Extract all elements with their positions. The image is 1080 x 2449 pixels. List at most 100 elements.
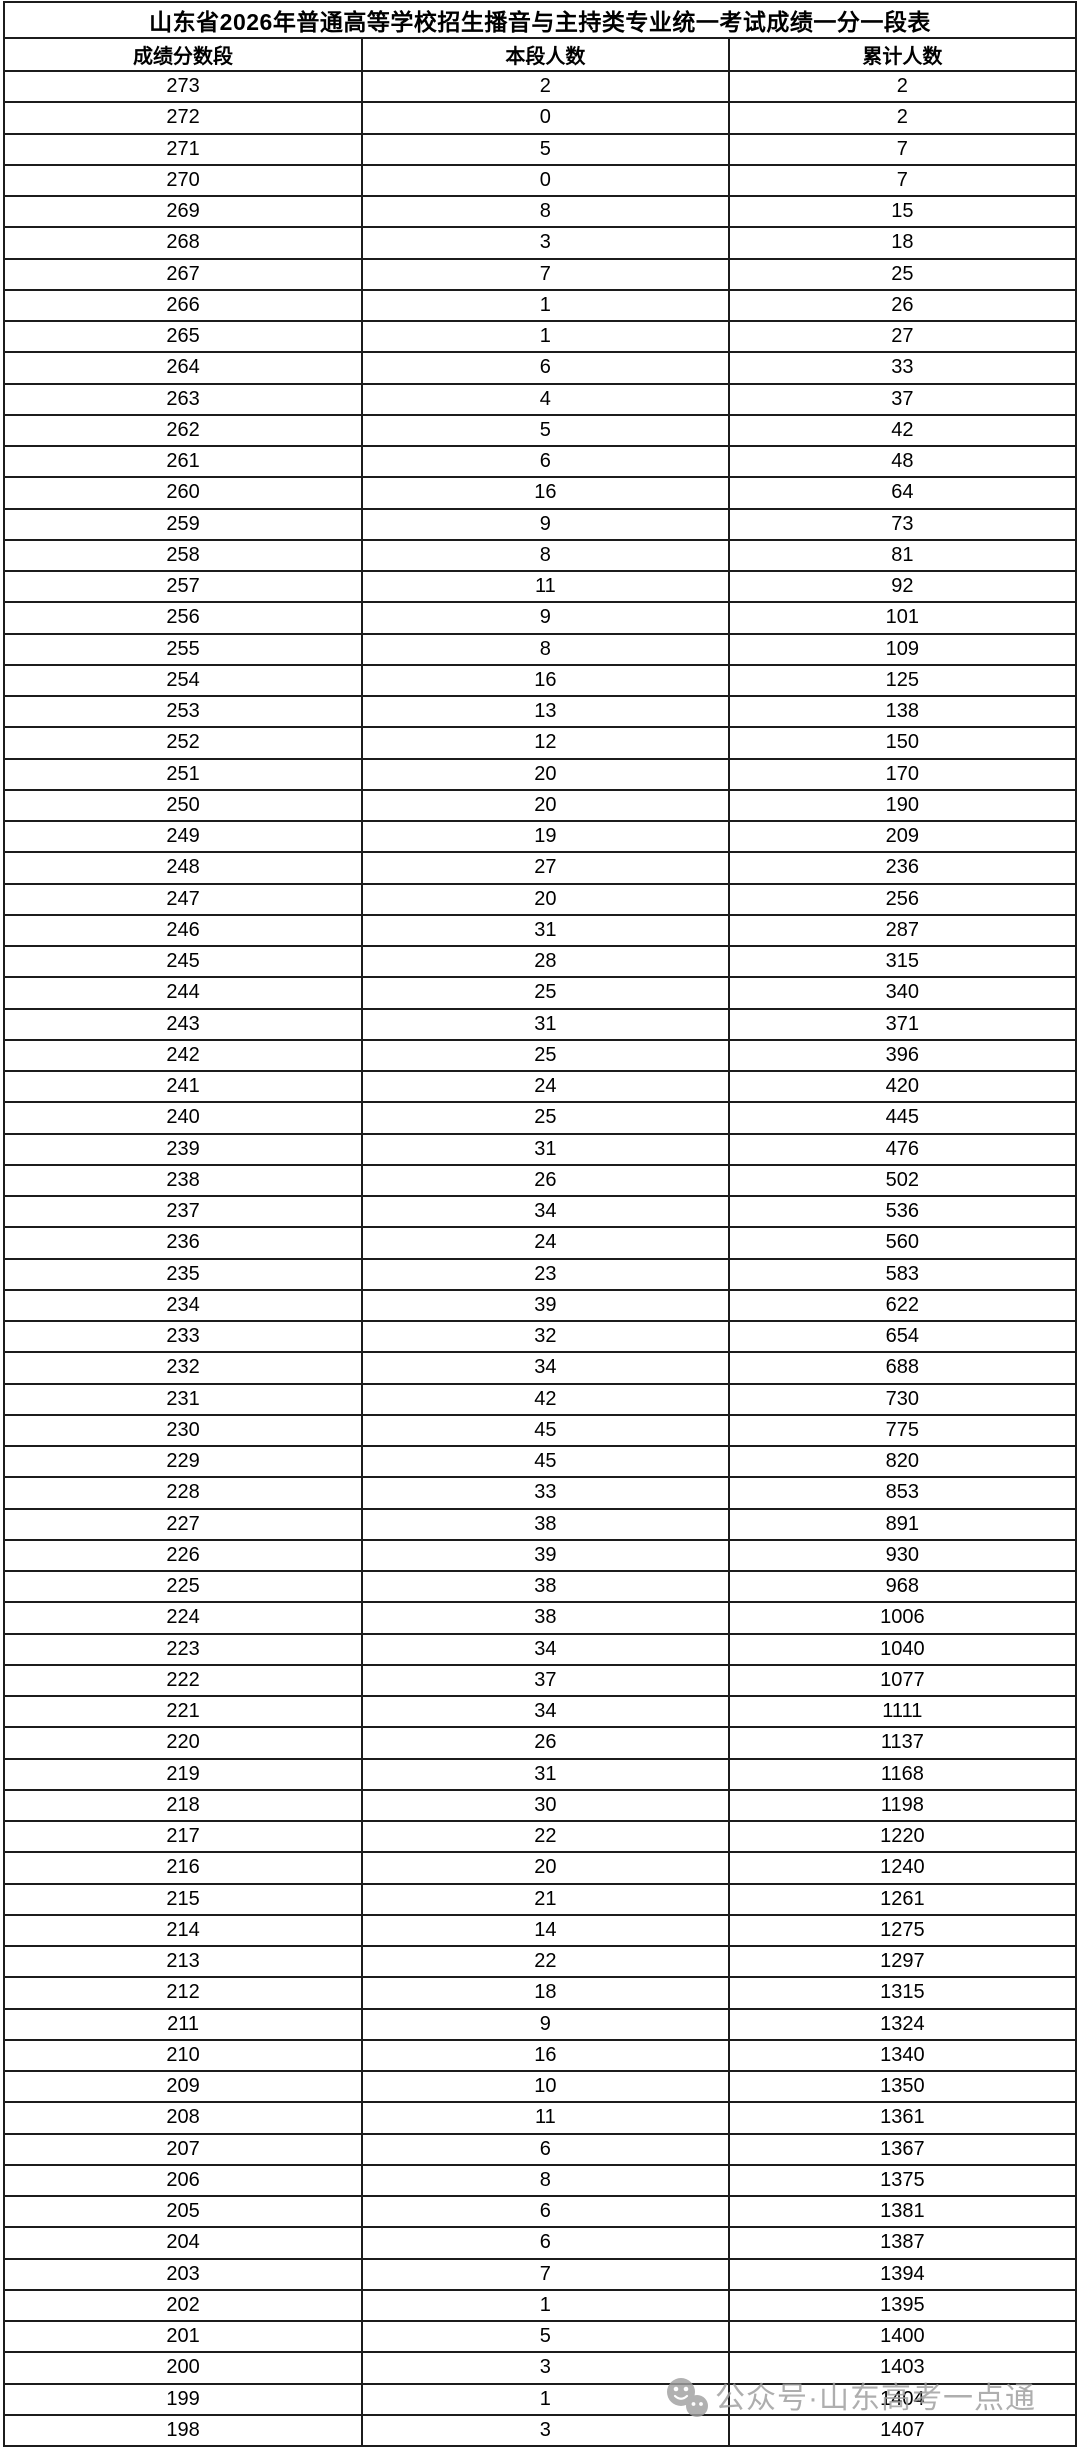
segment-count-cell: 25 [361, 1038, 730, 1073]
table-row: 216 20 1240 [2, 1851, 1078, 1885]
segment-count-cell: 1 [361, 288, 730, 323]
table-row: 203 7 1394 [2, 2257, 1078, 2291]
table-row: 248 27 236 [2, 851, 1078, 885]
cumulative-count-cell: 396 [727, 1038, 1078, 1073]
cumulative-count-cell: 92 [727, 569, 1078, 604]
cumulative-count-cell: 236 [727, 851, 1078, 885]
cumulative-count-cell: 101 [727, 601, 1078, 635]
segment-count-cell: 16 [361, 2038, 730, 2073]
cumulative-count-cell: 1198 [727, 1788, 1078, 1823]
cumulative-count-cell: 7 [727, 132, 1078, 166]
table-row: 269 8 15 [2, 194, 1078, 229]
table-row: 250 20 190 [2, 788, 1078, 823]
table-row: 200 3 1403 [2, 2351, 1078, 2385]
segment-count-cell: 5 [361, 413, 730, 448]
table-row: 213 22 1297 [2, 1944, 1078, 1979]
table-row: 262 5 42 [2, 413, 1078, 448]
cumulative-count-cell: 138 [727, 694, 1078, 729]
cumulative-count-cell: 1394 [727, 2257, 1078, 2291]
table-row: 252 12 150 [2, 726, 1078, 760]
segment-count-cell: 30 [361, 1788, 730, 1823]
score-segment-cell: 229 [2, 1444, 364, 1479]
table-row: 204 6 1387 [2, 2226, 1078, 2260]
segment-count-cell: 21 [361, 1882, 730, 1916]
table-row: 265 1 27 [2, 319, 1078, 354]
cumulative-count-cell: 48 [727, 444, 1078, 479]
segment-count-cell: 3 [361, 2413, 730, 2448]
table-row: 231 42 730 [2, 1382, 1078, 1416]
score-segment-cell: 260 [2, 476, 364, 510]
cumulative-count-cell: 1077 [727, 1663, 1078, 1698]
header-row: 成绩分数段 本段人数 累计人数 [2, 37, 1078, 72]
score-segment-cell: 206 [2, 2163, 364, 2198]
table-row: 219 31 1168 [2, 1757, 1078, 1791]
table-row: 223 34 1040 [2, 1632, 1078, 1666]
segment-count-cell: 0 [361, 163, 730, 198]
segment-count-cell: 3 [361, 2351, 730, 2385]
cumulative-count-cell: 256 [727, 882, 1078, 916]
segment-count-cell: 13 [361, 694, 730, 729]
cumulative-count-cell: 730 [727, 1382, 1078, 1416]
cumulative-count-cell: 18 [727, 226, 1078, 260]
table-row: 236 24 560 [2, 1226, 1078, 1260]
table-row: 251 20 170 [2, 757, 1078, 791]
score-segment-cell: 268 [2, 226, 364, 260]
table-row: 227 38 891 [2, 1507, 1078, 1541]
score-segment-cell: 201 [2, 2319, 364, 2354]
table-row: 205 6 1381 [2, 2194, 1078, 2229]
table-row: 243 31 371 [2, 1007, 1078, 1041]
table-row: 221 34 1111 [2, 1694, 1078, 1729]
table-row: 224 38 1006 [2, 1601, 1078, 1635]
cumulative-count-cell: 150 [727, 726, 1078, 760]
score-segment-cell: 259 [2, 507, 364, 541]
segment-count-cell: 18 [361, 1976, 730, 2010]
score-segment-cell: 239 [2, 1132, 364, 1166]
score-segment-cell: 215 [2, 1882, 364, 1916]
cumulative-count-cell: 1168 [727, 1757, 1078, 1791]
table-row: 249 19 209 [2, 819, 1078, 854]
segment-count-cell: 34 [361, 1632, 730, 1666]
cumulative-count-cell: 2 [727, 69, 1078, 104]
table-row: 254 16 125 [2, 663, 1078, 698]
score-segment-cell: 238 [2, 1163, 364, 1198]
table-row: 226 39 930 [2, 1538, 1078, 1573]
segment-count-cell: 38 [361, 1569, 730, 1604]
segment-count-cell: 33 [361, 1476, 730, 1510]
segment-count-cell: 8 [361, 538, 730, 573]
segment-count-cell: 19 [361, 819, 730, 854]
score-segment-cell: 249 [2, 819, 364, 854]
score-segment-cell: 231 [2, 1382, 364, 1416]
cumulative-count-cell: 775 [727, 1413, 1078, 1448]
score-segment-cell: 198 [2, 2413, 364, 2448]
cumulative-count-cell: 125 [727, 663, 1078, 698]
score-segment-cell: 237 [2, 1194, 364, 1229]
score-segment-cell: 240 [2, 1101, 364, 1135]
segment-count-cell: 20 [361, 788, 730, 823]
table-row: 240 25 445 [2, 1101, 1078, 1135]
score-segment-cell: 225 [2, 1569, 364, 1604]
segment-count-cell: 31 [361, 913, 730, 948]
score-segment-cell: 271 [2, 132, 364, 166]
cumulative-count-cell: 1315 [727, 1976, 1078, 2010]
cumulative-count-cell: 622 [727, 1288, 1078, 1323]
cumulative-count-cell: 1220 [727, 1819, 1078, 1854]
cumulative-count-cell: 15 [727, 194, 1078, 229]
score-segment-cell: 242 [2, 1038, 364, 1073]
score-segment-cell: 254 [2, 663, 364, 698]
table-row: 233 32 654 [2, 1319, 1078, 1354]
cumulative-count-cell: 1350 [727, 2069, 1078, 2104]
col-header-segment-count: 本段人数 [361, 37, 730, 72]
segment-count-cell: 5 [361, 2319, 730, 2354]
score-segment-cell: 200 [2, 2351, 364, 2385]
table-row: 246 31 287 [2, 913, 1078, 948]
table-row: 229 45 820 [2, 1444, 1078, 1479]
cumulative-count-cell: 371 [727, 1007, 1078, 1041]
score-segment-cell: 217 [2, 1819, 364, 1854]
segment-count-cell: 0 [361, 101, 730, 135]
score-segment-cell: 221 [2, 1694, 364, 1729]
cumulative-count-cell: 820 [727, 1444, 1078, 1479]
table-row: 270 0 7 [2, 163, 1078, 198]
score-segment-cell: 227 [2, 1507, 364, 1541]
score-segment-cell: 236 [2, 1226, 364, 1260]
cumulative-count-cell: 209 [727, 819, 1078, 854]
